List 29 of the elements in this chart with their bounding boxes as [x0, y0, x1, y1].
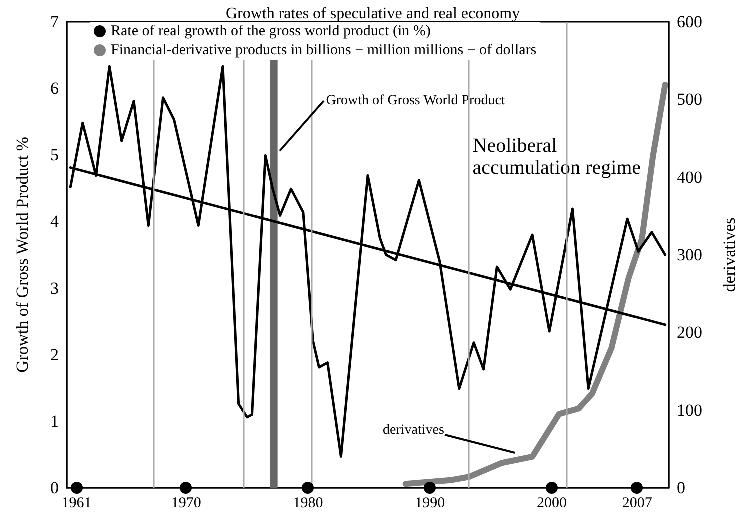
- annotation: derivatives: [383, 422, 444, 438]
- y-axis-title: Growth of Gross World Product %: [13, 137, 32, 373]
- y2-tick-label: 500: [677, 90, 702, 110]
- y2-tick-label: 400: [677, 168, 702, 187]
- x-tick-label: 1970: [171, 496, 202, 512]
- legend-label: Rate of real growth of the gross world product (in %): [111, 24, 431, 40]
- y-tick-label: 2: [50, 345, 59, 364]
- x-tick-label: 1990: [415, 496, 446, 512]
- y2-tick-label: 0: [677, 478, 686, 498]
- y-tick-label: 0: [50, 478, 59, 498]
- y-tick-label: 6: [50, 79, 59, 98]
- chart-title: Growth rates of speculative and real economy: [226, 6, 520, 22]
- annotation: Neoliberal accumulation regime: [472, 135, 642, 180]
- y2-tick-label: 100: [677, 400, 702, 420]
- y2-tick-label: 300: [677, 246, 702, 264]
- y-tick-label: 7: [50, 12, 60, 32]
- y2-axis-title: derivatives: [720, 218, 739, 292]
- legend-label: Financial-derivative products in billions − million millions − of dollars: [111, 42, 537, 58]
- y-tick-label: 4: [50, 212, 60, 232]
- x-tick-label: 2000: [537, 496, 568, 512]
- y-tick-label: 3: [50, 278, 59, 298]
- annotation: Growth of Gross World Product: [326, 94, 506, 109]
- x-tick-label: 1980: [293, 496, 324, 512]
- y2-tick-label: 600: [677, 12, 702, 32]
- y2-tick-label: 200: [677, 323, 702, 342]
- x-tick-label: 2007: [622, 496, 653, 512]
- y-tick-label: 1: [50, 412, 59, 431]
- y-tick-label: 5: [50, 146, 59, 165]
- x-tick-label: 1961: [62, 496, 92, 512]
